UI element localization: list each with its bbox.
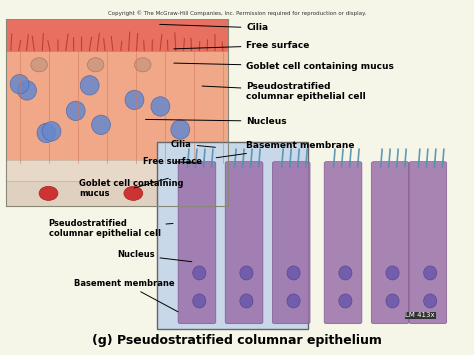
Text: Pseudostratified
columnar epithelial cell: Pseudostratified columnar epithelial cel… [202,82,366,101]
Text: Goblet cell containing mucus: Goblet cell containing mucus [174,62,394,71]
Text: Basement membrane: Basement membrane [216,141,355,158]
Ellipse shape [80,76,99,95]
Ellipse shape [287,294,300,308]
Text: Nucleus: Nucleus [146,117,287,126]
Ellipse shape [125,90,144,110]
Ellipse shape [151,97,170,116]
Ellipse shape [424,266,437,280]
Ellipse shape [287,266,300,280]
Ellipse shape [240,294,253,308]
Text: Nucleus: Nucleus [117,251,192,262]
Ellipse shape [339,294,352,308]
FancyBboxPatch shape [225,162,263,324]
Ellipse shape [135,58,151,72]
Ellipse shape [42,122,61,141]
Ellipse shape [240,266,253,280]
Text: Cilia: Cilia [160,23,269,32]
Text: Goblet cell containing
mucus: Goblet cell containing mucus [79,178,183,198]
FancyBboxPatch shape [6,19,228,51]
FancyBboxPatch shape [178,162,216,324]
FancyBboxPatch shape [409,162,447,324]
Ellipse shape [193,294,206,308]
Ellipse shape [339,266,352,280]
Text: LM 413x: LM 413x [405,312,435,318]
Text: Basement membrane: Basement membrane [74,279,178,312]
FancyBboxPatch shape [6,181,228,206]
Ellipse shape [424,294,437,308]
Text: Pseudostratified
columnar epithelial cell: Pseudostratified columnar epithelial cel… [48,219,173,238]
FancyBboxPatch shape [324,162,362,324]
FancyBboxPatch shape [6,51,228,163]
FancyBboxPatch shape [6,160,228,185]
Ellipse shape [91,115,110,135]
Text: Free surface: Free surface [143,157,202,166]
FancyBboxPatch shape [273,162,310,324]
Ellipse shape [193,266,206,280]
Text: Cilia: Cilia [171,140,215,148]
Text: (g) Pseudostratified columnar epithelium: (g) Pseudostratified columnar epithelium [92,334,382,346]
Text: Free surface: Free surface [174,41,310,50]
FancyBboxPatch shape [371,162,409,324]
Ellipse shape [10,75,29,94]
FancyBboxPatch shape [157,142,308,329]
Ellipse shape [87,58,104,72]
Ellipse shape [386,266,399,280]
Ellipse shape [66,101,85,121]
Ellipse shape [31,58,47,72]
Ellipse shape [37,123,56,143]
Ellipse shape [386,294,399,308]
Ellipse shape [39,186,58,200]
Ellipse shape [18,81,36,100]
Ellipse shape [171,120,190,139]
Text: Copyright © The McGraw-Hill Companies, Inc. Permission required for reproduction: Copyright © The McGraw-Hill Companies, I… [108,10,366,16]
Ellipse shape [124,186,143,200]
